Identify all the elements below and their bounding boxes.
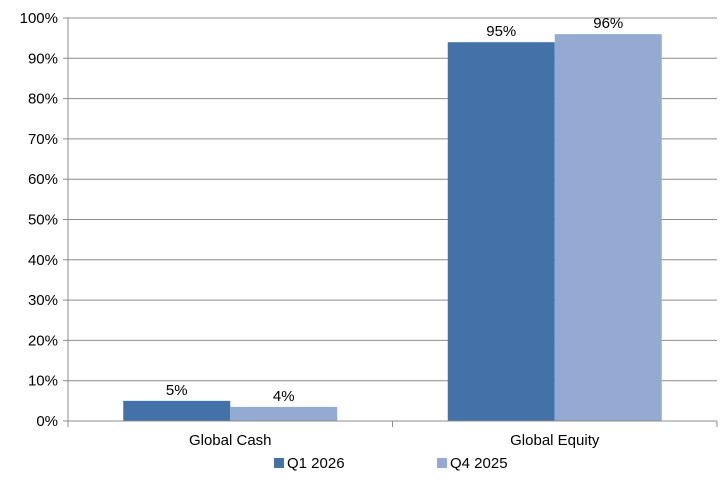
legend-label: Q4 2025 (450, 455, 508, 472)
data-label: 5% (166, 382, 188, 399)
y-tick-label: 20% (28, 332, 58, 349)
y-tick-label: 10% (28, 373, 58, 390)
y-tick-label: 80% (28, 91, 58, 108)
category-labels: Global Cash Global Equity (189, 432, 600, 449)
gridlines (68, 17, 717, 382)
bar-global-equity-q4-2025 (554, 34, 662, 422)
y-tick-label: 60% (28, 171, 58, 188)
y-tick-label: 90% (28, 50, 58, 67)
bar-global-cash-q4-2025 (230, 406, 338, 421)
bar-global-equity-q1-2026 (447, 42, 555, 422)
category-label: Global Cash (189, 432, 272, 449)
y-tick-label: 70% (28, 131, 58, 148)
legend: Q1 2026 Q4 2025 (274, 455, 508, 472)
legend-swatch (274, 458, 284, 468)
legend-swatch (437, 458, 447, 468)
y-tick-label: 100% (20, 10, 58, 27)
category-label: Global Equity (510, 432, 600, 449)
y-axis-tick-labels: 0% 10% 20% 30% 40% 50% 60% 70% 80% 90% 100% (20, 10, 58, 430)
axes (63, 17, 718, 427)
bars (123, 34, 662, 422)
y-tick-label: 50% (28, 212, 58, 229)
y-tick-label: 30% (28, 292, 58, 309)
data-label: 4% (273, 388, 295, 405)
data-label: 96% (593, 15, 623, 32)
y-tick-label: 40% (28, 252, 58, 269)
data-labels: 5% 4% 95% 96% (166, 15, 623, 405)
data-label: 95% (486, 23, 516, 40)
legend-label: Q1 2026 (287, 455, 345, 472)
y-tick-label: 0% (36, 413, 58, 430)
bar-global-cash-q1-2026 (123, 400, 231, 421)
